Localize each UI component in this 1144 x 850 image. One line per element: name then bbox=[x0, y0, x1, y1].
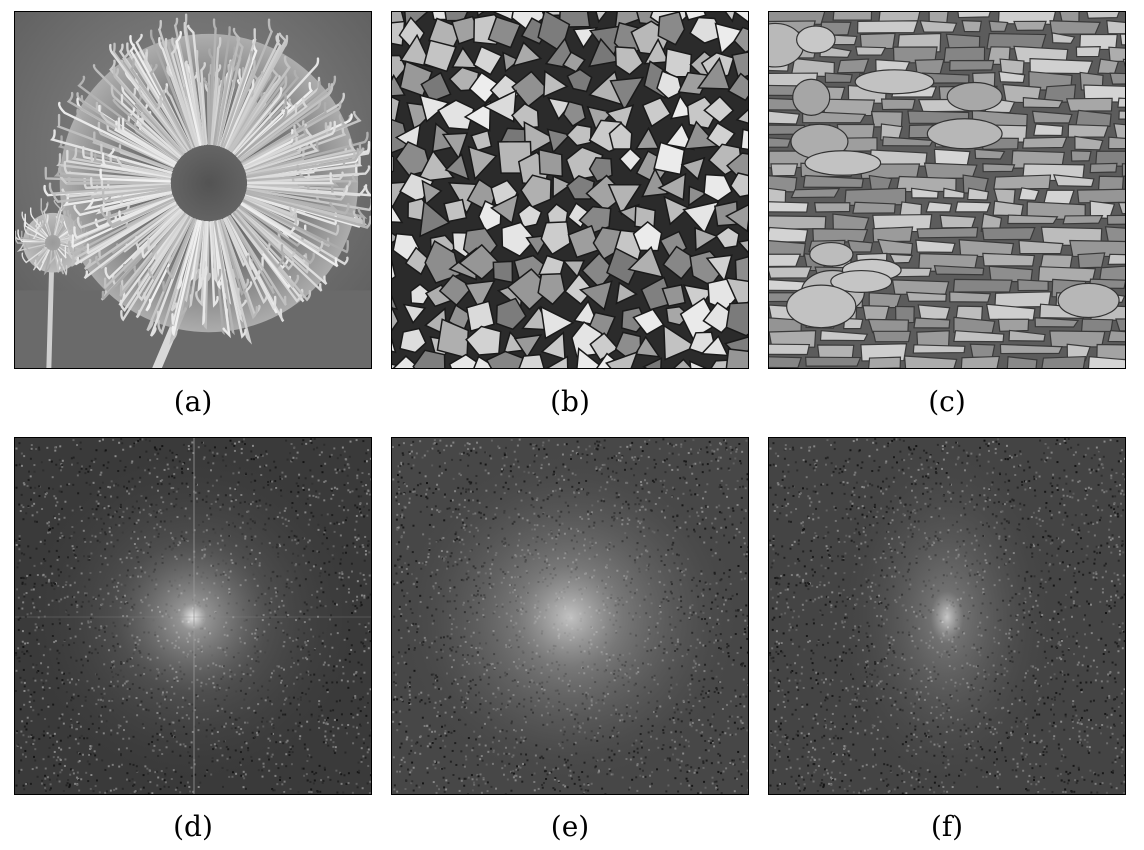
spectrum-image-f bbox=[769, 438, 1125, 794]
flower-image bbox=[15, 12, 371, 368]
caption-e: (e) bbox=[550, 810, 590, 843]
large-flower-head bbox=[43, 13, 371, 345]
panel-b-woodpile-image bbox=[391, 11, 749, 369]
spectrum-image-e bbox=[392, 438, 748, 794]
caption-b: (b) bbox=[550, 385, 590, 418]
panel-d-spectrum bbox=[14, 437, 372, 795]
wall-stones bbox=[769, 12, 1125, 368]
spectrum-image-d bbox=[15, 438, 371, 794]
panel-f-spectrum bbox=[768, 437, 1126, 795]
panel-c-stone-wall-image bbox=[768, 11, 1126, 369]
stone-wall-image bbox=[769, 12, 1125, 368]
panel-e-spectrum bbox=[391, 437, 749, 795]
woodpile-image bbox=[392, 12, 748, 368]
caption-a: (a) bbox=[173, 385, 213, 418]
caption-f: (f) bbox=[930, 810, 964, 843]
caption-d: (d) bbox=[173, 810, 213, 843]
panel-a-flower-image bbox=[14, 11, 372, 369]
caption-c: (c) bbox=[928, 385, 966, 418]
log-ends bbox=[392, 12, 748, 368]
